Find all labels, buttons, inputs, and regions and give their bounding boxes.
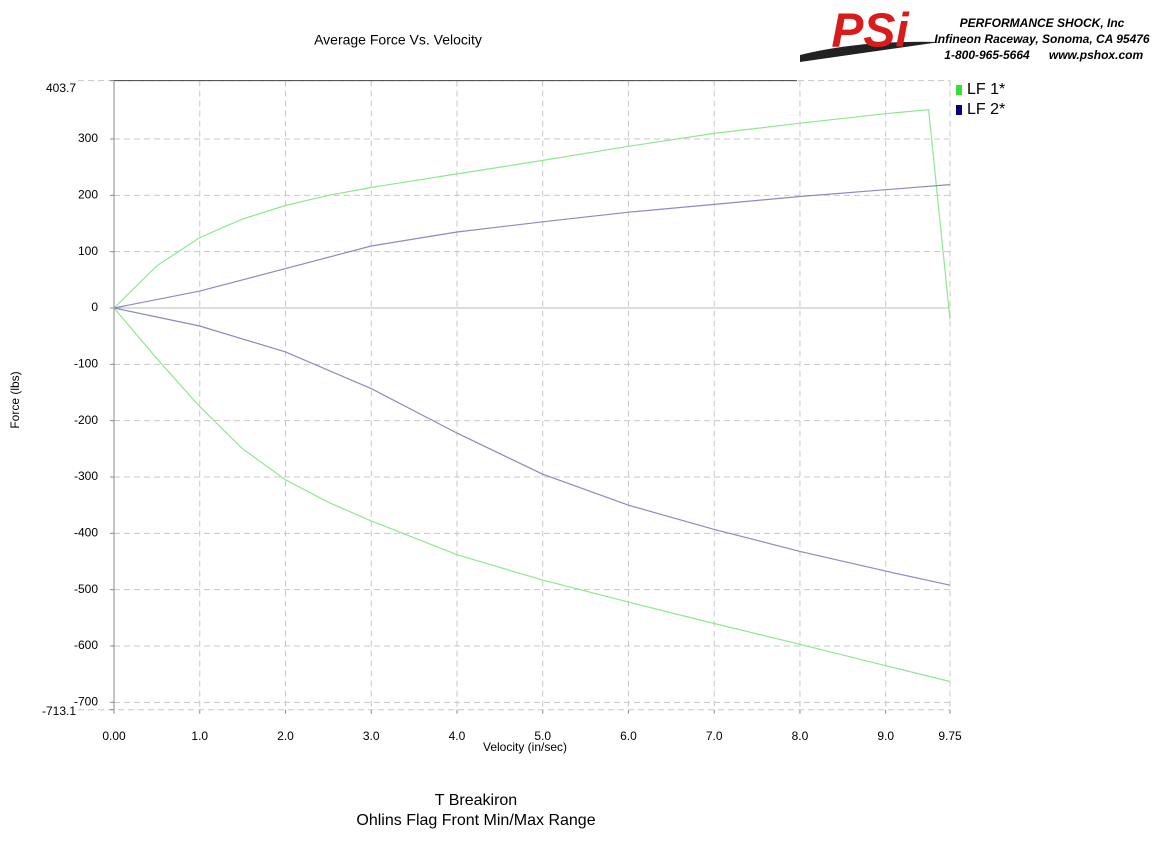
footer-line: T Breakiron (435, 792, 517, 809)
x-tick-label: 2.0 (277, 729, 294, 743)
y-tick-label: 100 (78, 244, 98, 258)
x-tick-label: 7.0 (706, 729, 723, 743)
logo-company: PERFORMANCE SHOCK, Inc (960, 16, 1125, 30)
y-tick-label: -700 (74, 694, 98, 708)
logo-mark: PSi (831, 5, 910, 58)
y-tick-label: 300 (78, 131, 98, 145)
y-tick-label: -600 (74, 638, 98, 652)
legend-label: LF 1* (967, 81, 1005, 98)
x-tick-label: 9.75 (938, 729, 962, 743)
y-tick-label: -400 (74, 526, 98, 540)
y-tick-label: -200 (74, 413, 98, 427)
y-tick-label: -500 (74, 582, 98, 596)
legend-swatch (956, 105, 962, 115)
y-tick-label: 0 (91, 300, 98, 314)
logo-address: Infineon Raceway, Sonoma, CA 95476 (934, 32, 1150, 46)
logo: PSi PERFORMANCE SHOCK, Inc Infineon Race… (800, 5, 1150, 62)
x-tick-label: 6.0 (620, 729, 637, 743)
logo-phone: 1-800-965-5664 (944, 48, 1030, 62)
logo-swoosh (800, 41, 940, 62)
y-tick-label: -713.1 (42, 704, 76, 718)
x-tick-label: 1.0 (191, 729, 208, 743)
x-tick-label: 3.0 (363, 729, 380, 743)
x-tick-label: 0.00 (102, 729, 126, 743)
legend-swatch (956, 85, 962, 95)
x-tick-label: 9.0 (877, 729, 894, 743)
y-tick-label: 200 (78, 188, 98, 202)
x-tick-label: 5.0 (534, 729, 551, 743)
y-tick-label: -100 (74, 357, 98, 371)
y-tick-label: 403.7 (46, 81, 76, 95)
footer-line: Ohlins Flag Front Min/Max Range (356, 812, 595, 829)
x-tick-label: 8.0 (792, 729, 809, 743)
series-line (113, 109, 951, 683)
x-tick-label: 4.0 (449, 729, 466, 743)
x-axis-label: Velocity (in/sec) (483, 740, 567, 754)
chart-title: Average Force Vs. Velocity (314, 32, 482, 48)
series-line (113, 184, 951, 586)
y-axis-label: Force (lbs) (8, 371, 22, 428)
y-tick-label: -300 (74, 469, 98, 483)
legend-label: LF 2* (967, 101, 1005, 118)
logo-web: www.pshox.com (1049, 48, 1144, 62)
